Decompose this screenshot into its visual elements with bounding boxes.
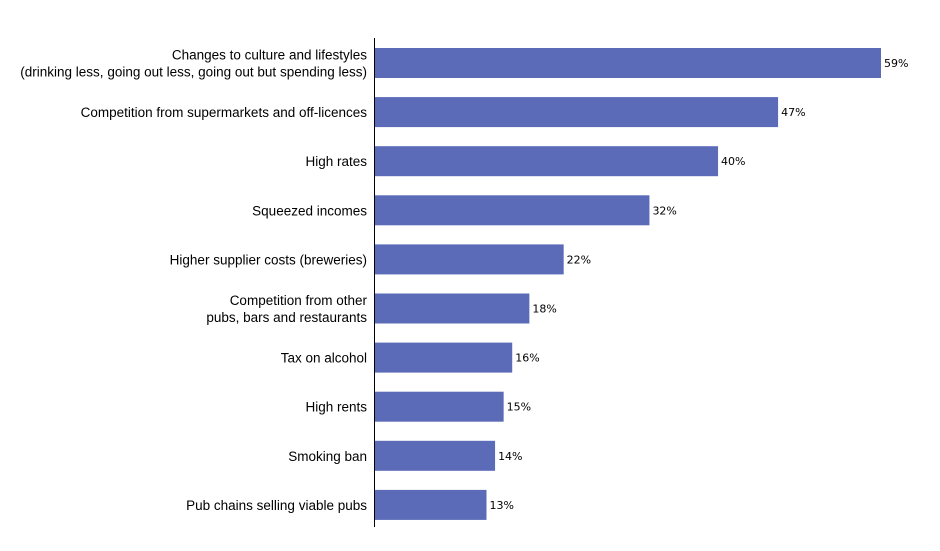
category-label-1-line-1: Changes to culture and lifestyles — [172, 48, 367, 63]
category-label-7: Tax on alcohol — [281, 351, 367, 366]
bar-3 — [375, 146, 719, 177]
category-label-6-line-1: Competition from other — [230, 293, 368, 308]
bar-6 — [375, 293, 530, 324]
value-label-5: 22% — [567, 253, 591, 266]
bar-10 — [375, 489, 487, 520]
bar-5 — [375, 244, 564, 275]
category-label-10: Pub chains selling viable pubs — [186, 498, 367, 513]
bar-7 — [375, 342, 513, 373]
value-label-10: 13% — [489, 499, 513, 512]
value-labels-group: 59% 47% 40% 32% 22% 18% 16% 15% 14% 13% — [489, 57, 908, 512]
category-label-5: Higher supplier costs (breweries) — [170, 252, 367, 267]
value-label-4: 32% — [652, 204, 676, 217]
bar-1 — [375, 48, 881, 78]
category-label-2: Competition from supermarkets and off-li… — [81, 105, 368, 120]
bar-8 — [375, 391, 504, 422]
category-label-9: Smoking ban — [288, 449, 367, 464]
value-label-8: 15% — [507, 401, 531, 414]
category-label-1-line-2: (drinking less, going out less, going ou… — [20, 65, 367, 80]
bar-4 — [375, 195, 650, 226]
category-label-6-line-2: pubs, bars and restaurants — [206, 310, 367, 325]
category-label-3: High rates — [305, 154, 367, 169]
category-label-4: Squeezed incomes — [252, 203, 367, 218]
bar-9 — [375, 440, 496, 471]
value-label-9: 14% — [498, 450, 522, 463]
bars-group — [375, 48, 881, 520]
bar-2 — [375, 97, 779, 128]
value-label-1: 59% — [884, 57, 908, 70]
value-label-7: 16% — [515, 352, 539, 365]
category-labels-group: Changes to culture and lifestyles (drinki… — [20, 48, 367, 513]
value-label-3: 40% — [721, 155, 745, 168]
value-label-6: 18% — [532, 303, 556, 316]
category-label-8: High rents — [305, 400, 367, 415]
value-label-2: 47% — [781, 106, 805, 119]
